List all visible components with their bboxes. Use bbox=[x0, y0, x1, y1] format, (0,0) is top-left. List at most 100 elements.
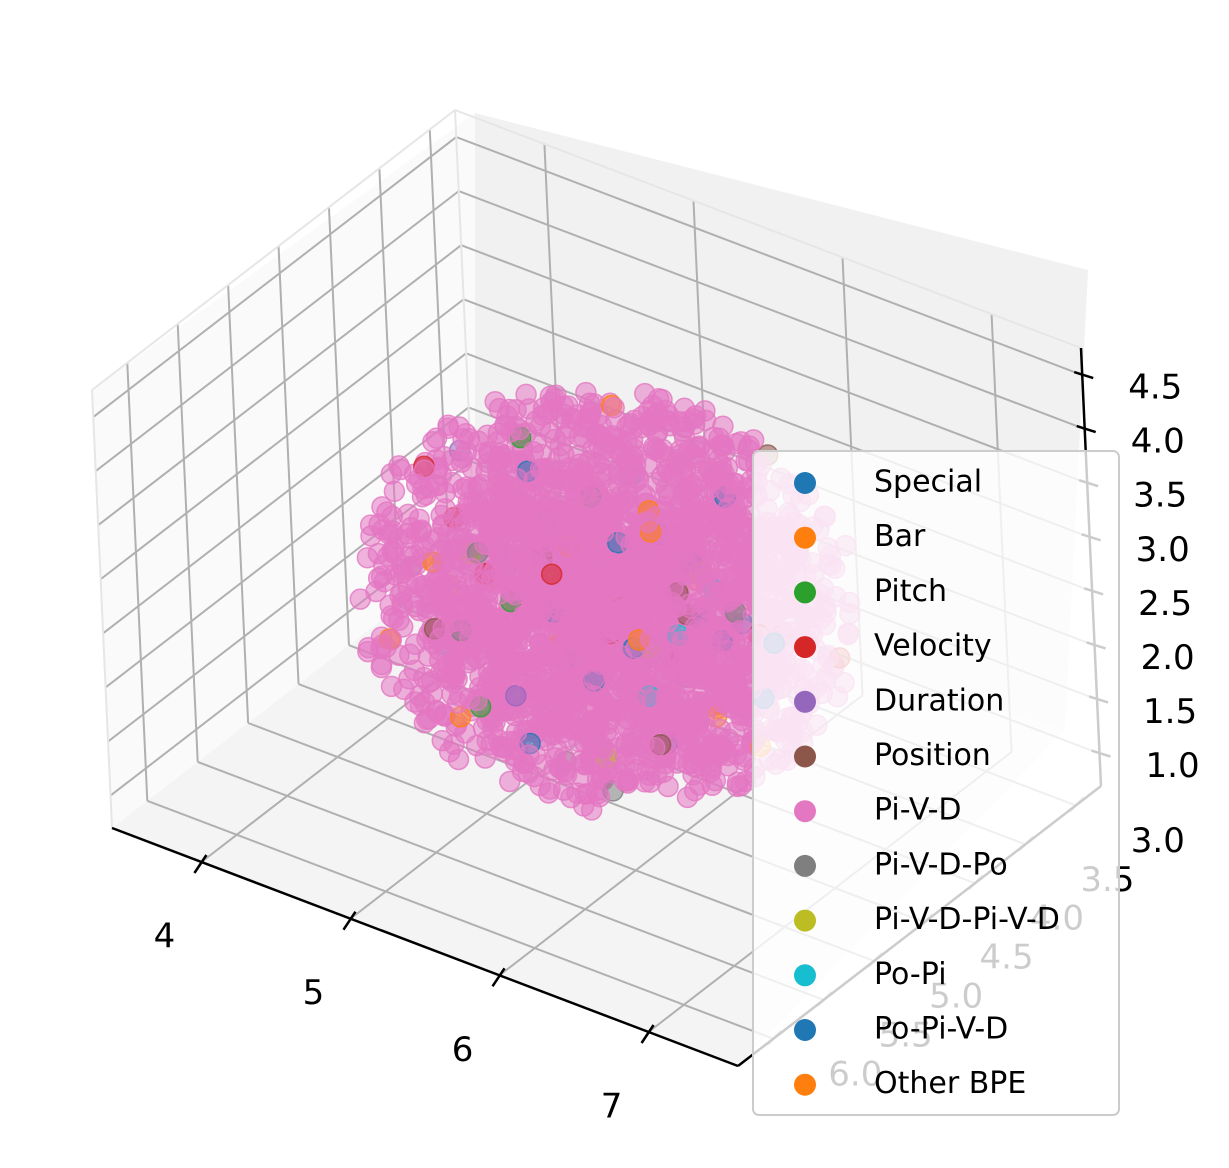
grid-line-y bbox=[277, 246, 300, 685]
data-point bbox=[714, 738, 737, 761]
data-point bbox=[653, 658, 676, 680]
data-point bbox=[663, 532, 686, 555]
data-point bbox=[582, 475, 605, 498]
x-tick-mark bbox=[342, 910, 357, 931]
data-point bbox=[694, 409, 717, 431]
data-point bbox=[422, 431, 444, 453]
data-point bbox=[430, 504, 452, 527]
z-tick-label: 4.5 bbox=[1128, 368, 1182, 408]
data-point bbox=[559, 681, 582, 704]
data-point bbox=[529, 774, 551, 797]
data-point bbox=[616, 596, 639, 618]
legend-marker bbox=[794, 526, 816, 549]
data-point bbox=[603, 396, 625, 419]
legend-label: Pi-V-D-Pi-V-D bbox=[874, 902, 1060, 937]
data-point bbox=[526, 574, 548, 596]
data-point bbox=[657, 775, 679, 798]
data-point bbox=[487, 657, 509, 680]
data-point bbox=[349, 588, 372, 610]
data-point bbox=[651, 465, 673, 487]
pane-edge bbox=[454, 109, 1082, 349]
legend-marker bbox=[794, 964, 816, 987]
data-point bbox=[539, 385, 562, 408]
legend-marker bbox=[794, 636, 816, 659]
grid-line-z bbox=[100, 298, 465, 581]
grid-line-z bbox=[455, 136, 1083, 376]
data-point bbox=[399, 587, 422, 610]
data-point bbox=[602, 661, 624, 684]
data-point bbox=[718, 516, 741, 539]
data-point bbox=[620, 664, 643, 687]
pane-edge bbox=[91, 109, 456, 391]
grid-line-z bbox=[92, 136, 457, 418]
data-point bbox=[482, 718, 504, 740]
legend-label: Po-Pi-V-D bbox=[874, 1012, 1008, 1047]
data-point bbox=[500, 420, 522, 443]
grid-line-y bbox=[327, 207, 350, 646]
data-point bbox=[431, 729, 454, 752]
data-point bbox=[730, 654, 753, 677]
data-point bbox=[742, 429, 765, 451]
z-tick-label: 3.0 bbox=[1136, 530, 1190, 570]
data-point bbox=[709, 623, 731, 646]
legend-marker bbox=[794, 745, 816, 768]
data-point bbox=[599, 494, 621, 517]
grid-line-z bbox=[458, 190, 1086, 431]
data-point bbox=[594, 694, 617, 717]
x-tick-mark bbox=[193, 854, 208, 874]
legend-label: Pitch bbox=[874, 574, 947, 609]
z-tick-mark bbox=[1073, 370, 1094, 380]
x-tick-mark bbox=[491, 967, 506, 988]
x-tick-label: 6 bbox=[452, 1030, 474, 1070]
x-tick-label: 5 bbox=[303, 973, 325, 1013]
data-point bbox=[566, 458, 589, 480]
data-point bbox=[611, 556, 634, 578]
data-point bbox=[378, 523, 400, 545]
data-point bbox=[573, 416, 595, 438]
z-tick-label: 3.5 bbox=[1133, 476, 1187, 516]
grid-line-y bbox=[126, 362, 149, 801]
z-tick-label: 4.0 bbox=[1131, 422, 1185, 462]
data-point bbox=[575, 381, 597, 404]
data-point bbox=[549, 434, 572, 457]
z-tick-label: 1.5 bbox=[1143, 692, 1197, 732]
data-point bbox=[680, 493, 702, 515]
data-point bbox=[637, 400, 660, 422]
data-point bbox=[556, 726, 578, 749]
grid-line-z bbox=[460, 244, 1088, 485]
x-tick-label: 4 bbox=[154, 917, 176, 957]
data-point bbox=[544, 629, 567, 652]
data-points bbox=[349, 381, 861, 821]
data-point bbox=[472, 442, 495, 465]
legend-label: Velocity bbox=[874, 629, 992, 664]
data-point bbox=[515, 383, 537, 406]
data-point bbox=[677, 439, 700, 462]
data-point bbox=[572, 653, 595, 676]
data-point bbox=[590, 425, 613, 448]
legend: Special Bar Pitch Velocity Duration Position P… bbox=[752, 450, 1120, 1116]
data-point bbox=[469, 596, 492, 619]
data-point bbox=[687, 562, 709, 584]
data-point bbox=[621, 429, 644, 452]
data-point bbox=[599, 593, 621, 615]
data-point bbox=[689, 724, 712, 747]
data-point bbox=[505, 685, 527, 707]
z-tick-label: 1.0 bbox=[1146, 746, 1200, 786]
data-point bbox=[573, 517, 595, 539]
x-tick-label: 7 bbox=[601, 1087, 623, 1127]
data-point bbox=[459, 616, 482, 638]
data-point bbox=[722, 472, 745, 494]
data-point bbox=[428, 649, 451, 672]
data-point bbox=[532, 459, 554, 482]
data-point bbox=[538, 681, 560, 703]
data-point bbox=[486, 456, 509, 479]
legend-label: Other BPE bbox=[874, 1066, 1026, 1101]
data-point bbox=[639, 628, 662, 650]
data-point bbox=[558, 642, 581, 665]
data-point bbox=[460, 557, 483, 580]
z-tick-label: 2.0 bbox=[1141, 638, 1195, 678]
data-point bbox=[552, 759, 575, 781]
data-point bbox=[380, 628, 402, 651]
grid-line-z bbox=[95, 190, 460, 472]
pane-edge bbox=[91, 389, 113, 829]
